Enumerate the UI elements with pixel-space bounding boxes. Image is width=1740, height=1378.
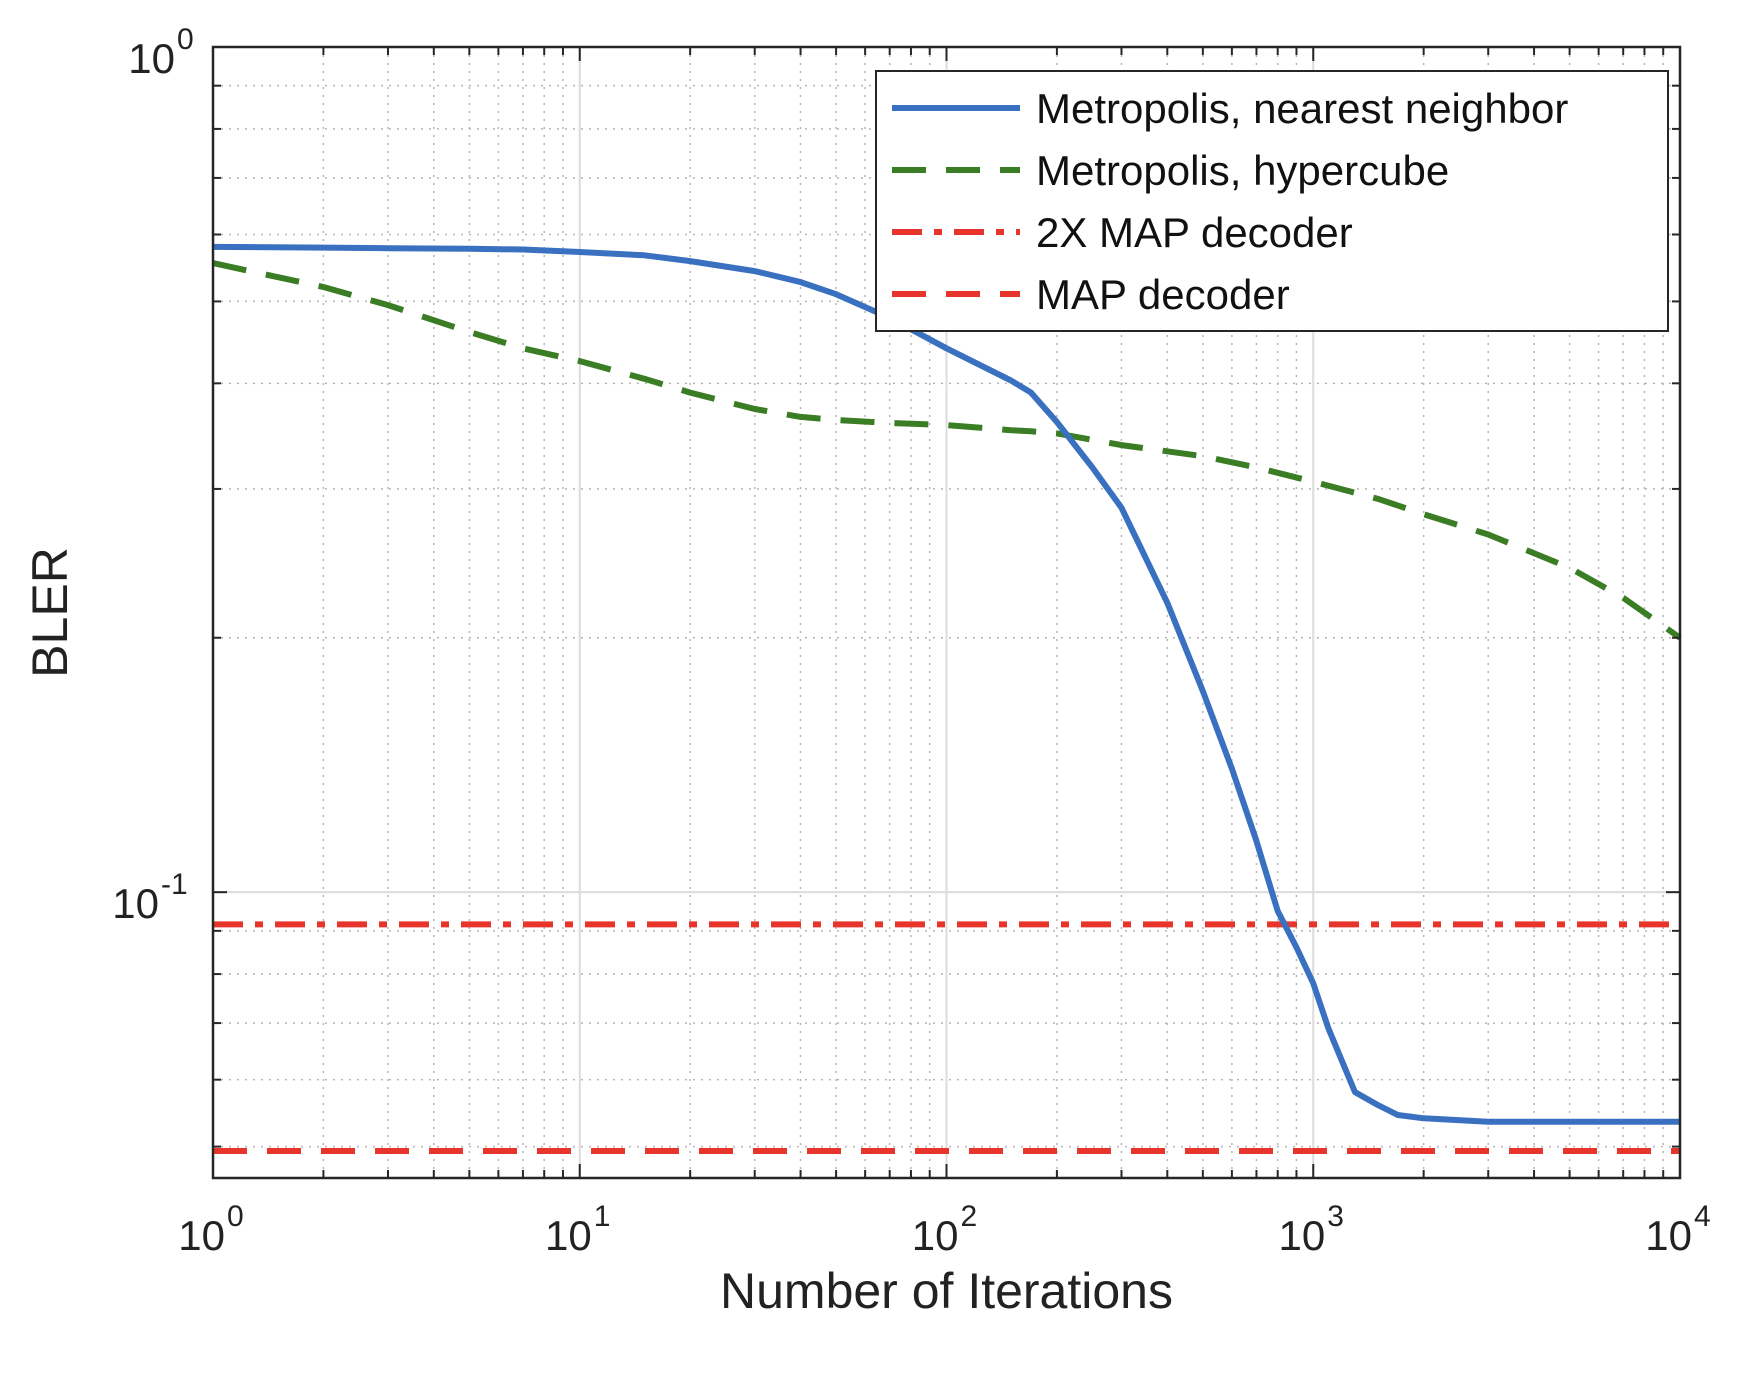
y-axis-title: BLER bbox=[22, 547, 78, 678]
y-tick-exponent: -1 bbox=[161, 868, 188, 901]
x-tick-base: 10 bbox=[912, 1212, 959, 1259]
y-tick-label: 10 -1 bbox=[112, 868, 187, 927]
x-tick-label: 10 4 bbox=[1645, 1200, 1710, 1259]
x-axis-title: Number of Iterations bbox=[720, 1263, 1173, 1319]
legend-label-nearest-neighbor: Metropolis, nearest neighbor bbox=[1036, 85, 1568, 132]
x-tick-label: 10 3 bbox=[1279, 1200, 1344, 1259]
x-tick-base: 10 bbox=[1645, 1212, 1692, 1259]
x-tick-exponent: 2 bbox=[961, 1200, 978, 1233]
y-tick-label: 10 0 bbox=[128, 23, 193, 82]
legend-label-2x-map: 2X MAP decoder bbox=[1036, 209, 1353, 256]
x-tick-exponent: 0 bbox=[227, 1200, 244, 1233]
series-hypercube bbox=[212, 260, 1682, 641]
x-tick-base: 10 bbox=[1279, 1212, 1326, 1259]
x-tick-base: 10 bbox=[545, 1212, 592, 1259]
series-nearest-neighbor bbox=[212, 243, 1680, 1125]
legend-label-hypercube: Metropolis, hypercube bbox=[1036, 147, 1449, 194]
x-tick-label: 10 2 bbox=[912, 1200, 977, 1259]
legend: Metropolis, nearest neighbor Metropolis,… bbox=[875, 70, 1669, 332]
x-tick-label: 10 1 bbox=[545, 1200, 610, 1259]
x-tick-exponent: 3 bbox=[1327, 1200, 1344, 1233]
x-tick-base: 10 bbox=[178, 1212, 225, 1259]
series-lines bbox=[212, 243, 1682, 1154]
x-tick-exponent: 4 bbox=[1694, 1200, 1711, 1233]
legend-box bbox=[875, 70, 1669, 332]
legend-label-map: MAP decoder bbox=[1036, 271, 1290, 318]
y-tick-base: 10 bbox=[128, 35, 175, 82]
axis-ticks: 10 0 10 1 10 2 10 3 10 410 010 -1 bbox=[112, 23, 1710, 1259]
y-tick-exponent: 0 bbox=[177, 23, 194, 56]
x-tick-exponent: 1 bbox=[594, 1200, 611, 1233]
y-tick-base: 10 bbox=[112, 880, 159, 927]
x-tick-label: 10 0 bbox=[178, 1200, 243, 1259]
